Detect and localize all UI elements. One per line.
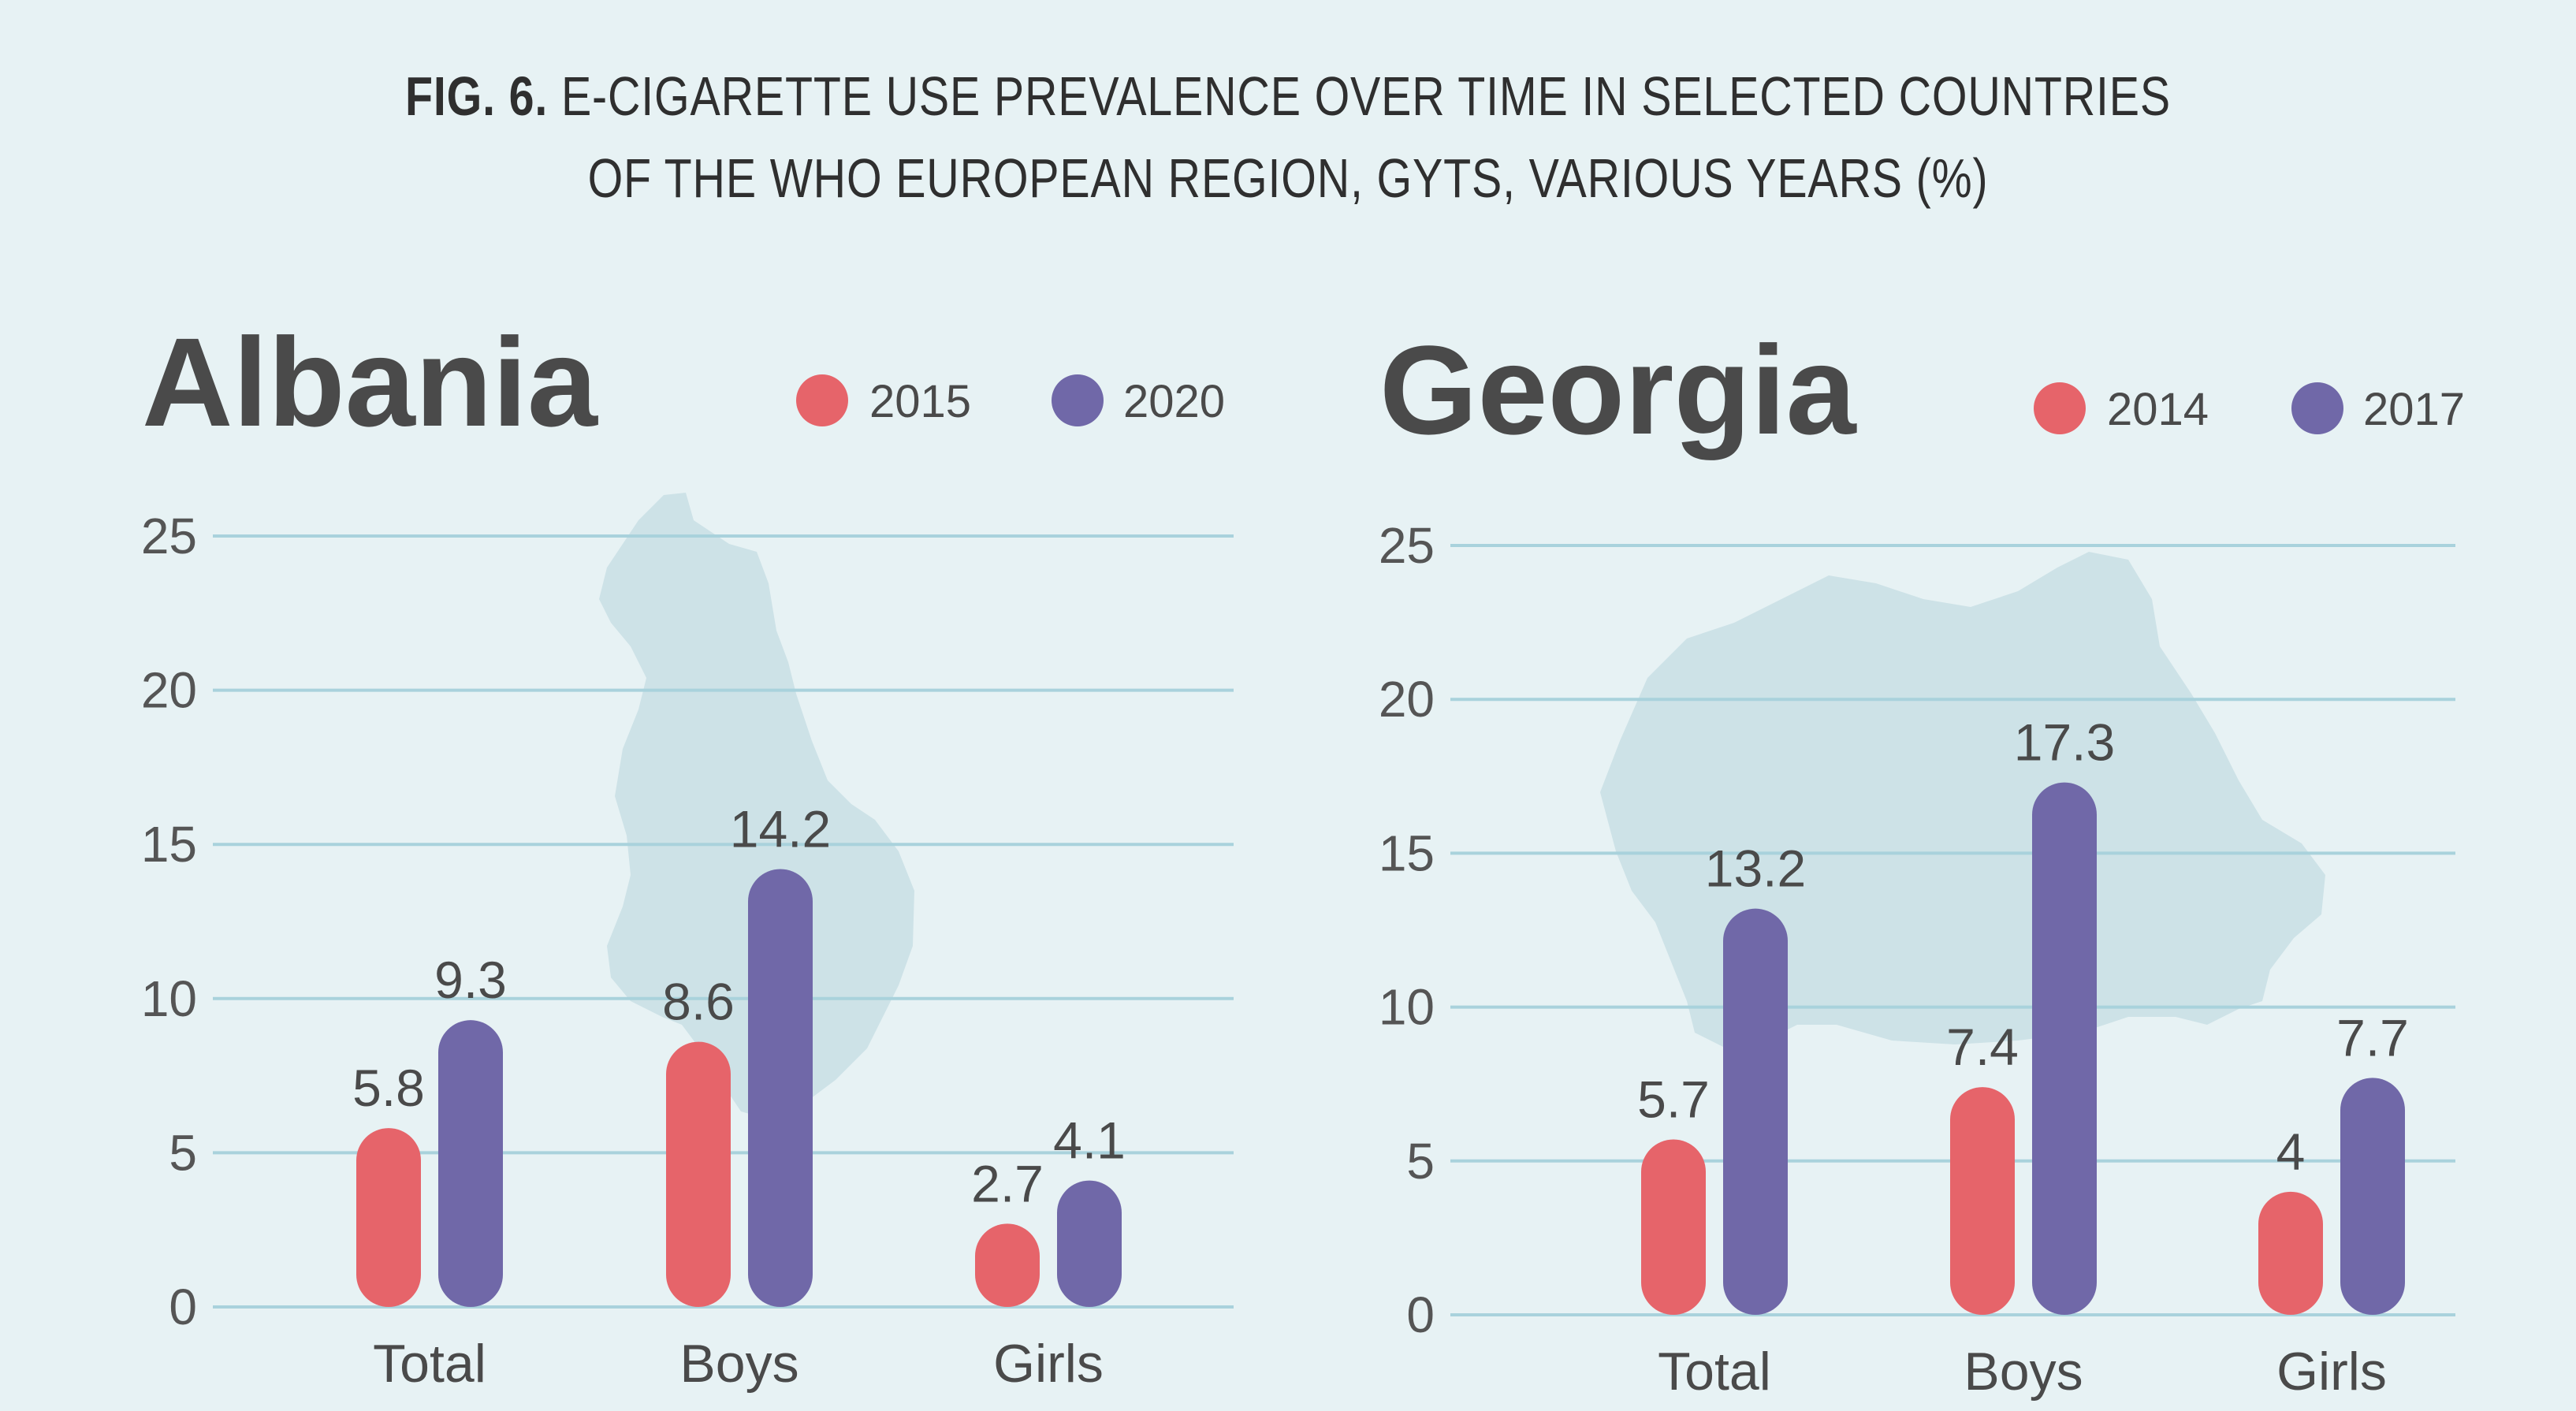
legend-label: 2017 — [2363, 384, 2465, 435]
legend-label: 2015 — [869, 376, 971, 427]
country-title: Albania — [142, 311, 598, 452]
y-tick-label: 20 — [1379, 671, 1435, 728]
category-label: Girls — [993, 1334, 1104, 1394]
y-tick-label: 10 — [141, 970, 197, 1027]
y-tick-label: 15 — [141, 816, 197, 873]
title-line-2: OF THE WHO EUROPEAN REGION, GYTS, VARIOU… — [587, 147, 1989, 209]
bar — [2258, 1191, 2323, 1315]
title-text-1: E-CIGARETTE USE PREVALENCE OVER TIME IN … — [560, 65, 2171, 127]
data-label: 13.2 — [1705, 840, 1806, 898]
data-label: 4.1 — [1053, 1111, 1126, 1170]
bar — [438, 1020, 503, 1307]
y-tick-label: 5 — [169, 1124, 197, 1181]
figure-title: FIG. 6. E-CIGARETTE USE PREVALENCE OVER … — [232, 55, 2344, 219]
data-label: 5.7 — [1637, 1070, 1710, 1128]
legend-label: 2020 — [1123, 376, 1225, 427]
country-map-shape — [599, 493, 914, 1119]
bar — [666, 1041, 731, 1307]
bar — [748, 869, 813, 1307]
bar — [2340, 1078, 2405, 1315]
data-label: 2.7 — [971, 1154, 1044, 1212]
data-label: 7.7 — [2336, 1008, 2409, 1067]
category-label: Boys — [679, 1334, 798, 1394]
category-label: Girls — [2276, 1342, 2387, 1402]
data-label: 14.2 — [730, 799, 831, 858]
bar — [1057, 1180, 1122, 1307]
bar — [356, 1128, 421, 1307]
legend-swatch — [796, 374, 848, 426]
country-title: Georgia — [1379, 319, 1857, 460]
georgia-chart: Georgia 2014 2017 0 5 10 15 20 25 5.7 13.2 Total 7.4… — [1379, 319, 2465, 1402]
legend-swatch — [2291, 382, 2343, 434]
figure-label: FIG. 6. — [405, 65, 549, 127]
y-tick-label: 25 — [141, 508, 197, 564]
legend-swatch — [2034, 382, 2086, 434]
y-tick-label: 0 — [1406, 1286, 1435, 1343]
data-label: 7.4 — [1946, 1018, 2019, 1076]
y-tick-label: 5 — [1406, 1133, 1435, 1189]
legend-label: 2014 — [2107, 384, 2209, 435]
bar — [1723, 908, 1788, 1315]
bar — [1641, 1139, 1706, 1315]
country-map-shape — [1600, 552, 2325, 1048]
category-label: Total — [1658, 1342, 1771, 1402]
y-tick-label: 0 — [169, 1279, 197, 1335]
data-label: 9.3 — [434, 951, 507, 1009]
y-tick-label: 25 — [1379, 517, 1435, 574]
title-line-1: FIG. 6. E-CIGARETTE USE PREVALENCE OVER … — [232, 55, 2344, 137]
data-label: 5.8 — [352, 1059, 425, 1117]
y-tick-label: 20 — [141, 662, 197, 719]
category-label: Boys — [1964, 1342, 2083, 1402]
y-tick-label: 10 — [1379, 979, 1435, 1036]
category-label: Total — [373, 1334, 486, 1394]
legend-swatch — [1052, 374, 1104, 426]
data-label: 4 — [2276, 1122, 2306, 1181]
albania-chart: Albania 2015 2020 0 5 10 15 20 25 5.89.3 Total 8.6 1… — [141, 311, 1234, 1394]
bar — [975, 1223, 1040, 1307]
y-tick-label: 15 — [1379, 825, 1435, 881]
data-label: 8.6 — [662, 973, 735, 1031]
bar — [1950, 1087, 2015, 1315]
data-label: 17.3 — [2014, 713, 2115, 772]
bar — [2032, 782, 2097, 1315]
